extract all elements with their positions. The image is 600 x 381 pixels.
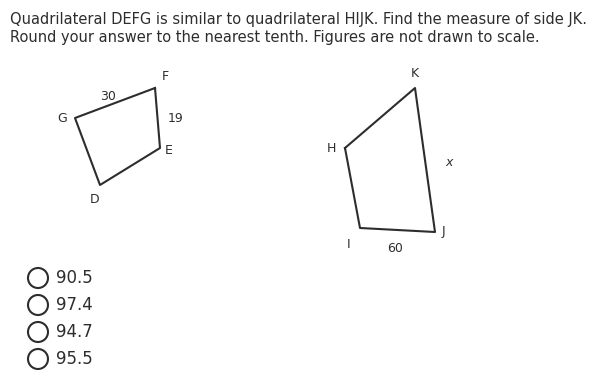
Text: G: G	[57, 112, 67, 125]
Text: x: x	[445, 155, 452, 168]
Text: 60: 60	[387, 242, 403, 255]
Text: Quadrilateral DEFG is similar to quadrilateral HIJK. Find the measure of side JK: Quadrilateral DEFG is similar to quadril…	[10, 12, 587, 27]
Text: 94.7: 94.7	[56, 323, 93, 341]
Text: 97.4: 97.4	[56, 296, 93, 314]
Text: Round your answer to the nearest tenth. Figures are not drawn to scale.: Round your answer to the nearest tenth. …	[10, 30, 539, 45]
Text: F: F	[162, 70, 169, 83]
Text: H: H	[326, 141, 336, 155]
Text: E: E	[165, 144, 173, 157]
Text: D: D	[90, 193, 100, 206]
Text: 30: 30	[100, 90, 116, 102]
Text: 90.5: 90.5	[56, 269, 93, 287]
Text: 19: 19	[168, 112, 184, 125]
Text: I: I	[346, 238, 350, 251]
Text: J: J	[442, 226, 446, 239]
Text: 95.5: 95.5	[56, 350, 93, 368]
Text: K: K	[411, 67, 419, 80]
